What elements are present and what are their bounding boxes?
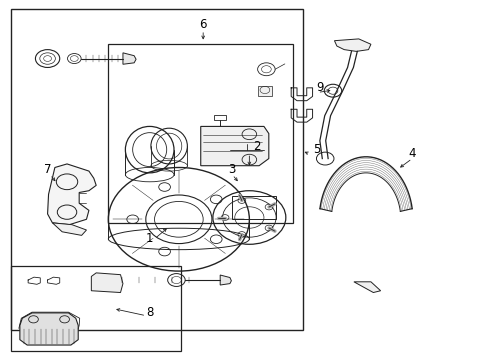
Text: 7: 7 [44, 163, 51, 176]
Bar [108, 44, 292, 223]
Polygon shape [20, 313, 78, 345]
Text: 8: 8 [146, 306, 153, 319]
Text: 2: 2 [252, 140, 260, 153]
Text: 9: 9 [315, 81, 323, 94]
Polygon shape [52, 223, 86, 235]
Bar [11, 266, 181, 351]
Bar [257, 86, 272, 96]
Text: 5: 5 [312, 143, 320, 156]
Polygon shape [47, 164, 96, 225]
Bar [11, 9, 302, 330]
Text: 3: 3 [228, 163, 236, 176]
Polygon shape [220, 275, 231, 285]
Polygon shape [334, 39, 370, 51]
Bar [232, 196, 276, 219]
Bar [214, 114, 225, 120]
Text: 1: 1 [145, 233, 153, 246]
Polygon shape [122, 53, 136, 64]
Text: 6: 6 [199, 18, 206, 31]
Polygon shape [353, 282, 380, 293]
Polygon shape [201, 126, 268, 166]
Polygon shape [91, 273, 122, 293]
Text: 4: 4 [407, 147, 415, 160]
